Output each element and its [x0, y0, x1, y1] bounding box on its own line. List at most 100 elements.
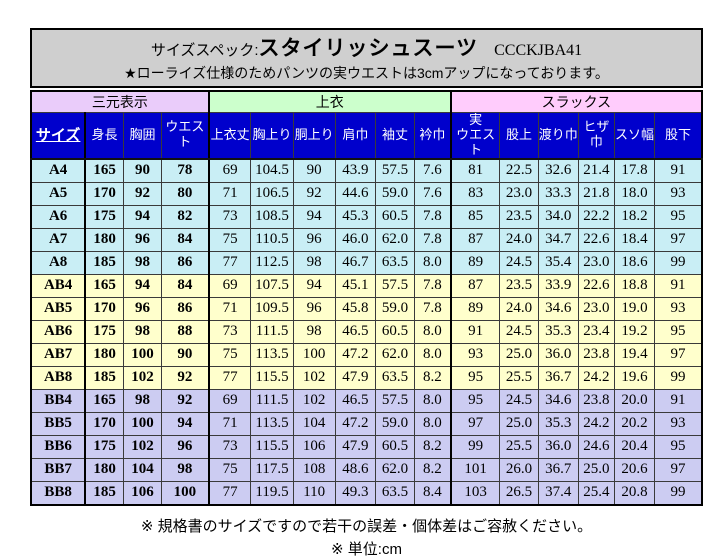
table-row: AB6 175 98 88 73 111.5 98 46.5 60.5 8.0 91 24.5 35.3…	[30, 319, 703, 344]
cell: 93	[654, 411, 703, 436]
cell: 104	[122, 457, 163, 482]
cell: 24.2	[577, 365, 615, 390]
product-name: スタイリッシュスーツ	[258, 37, 479, 60]
size-label: AB4	[30, 273, 87, 298]
cell: 18.6	[613, 250, 656, 275]
cell: 20.4	[613, 434, 656, 459]
cell: 102	[292, 365, 336, 390]
cell: 57.5	[374, 158, 416, 183]
cell: 92	[161, 365, 210, 390]
cell: 20.8	[613, 480, 656, 506]
cell: 115.5	[250, 365, 294, 390]
cell: 46.5	[334, 319, 376, 344]
cell: 111.5	[250, 319, 294, 344]
cell: 83	[450, 181, 501, 206]
cell: 88	[161, 319, 210, 344]
cell: 165	[84, 273, 124, 298]
cell: 23.5	[499, 273, 539, 298]
cell: 36.0	[537, 342, 579, 367]
cell: 185	[84, 365, 124, 390]
cell: 20.0	[613, 388, 656, 413]
cell: 89	[450, 296, 501, 321]
cell: 8.4	[414, 480, 452, 506]
cell: 102	[292, 388, 336, 413]
cell: 108	[292, 457, 336, 482]
cell: 87	[450, 273, 501, 298]
cell: 99	[654, 250, 703, 275]
title-note: ★ローライズ仕様のためパンツの実ウエストは3cmアップになっております。	[124, 65, 609, 81]
column-header: サイズ	[30, 111, 87, 160]
title-label: サイズスペック:	[150, 42, 259, 59]
cell: 99	[654, 365, 703, 390]
cell: 103	[450, 480, 501, 506]
column-header: 上衣丈	[208, 111, 252, 160]
size-label: BB6	[30, 434, 87, 459]
column-header: 胴上り	[292, 111, 336, 160]
cell: 73	[208, 204, 252, 229]
cell: 34.6	[537, 296, 579, 321]
cell: 93	[654, 181, 703, 206]
cell: 95	[654, 204, 703, 229]
cell: 35.3	[537, 411, 579, 436]
cell: 98	[122, 319, 163, 344]
cell: 19.2	[613, 319, 656, 344]
cell: 96	[122, 227, 163, 252]
cell: 106	[292, 434, 336, 459]
cell: 45.1	[334, 273, 376, 298]
size-label: A6	[30, 204, 87, 229]
table-row: A6 175 94 82 73 108.5 94 45.3 60.5 7.8 85 23.5 34.0 2…	[30, 204, 703, 229]
cell: 25.0	[577, 457, 615, 482]
cell: 92	[292, 181, 336, 206]
cell: 59.0	[374, 296, 416, 321]
cell: 90	[292, 158, 336, 183]
cell: 93	[450, 342, 501, 367]
cell: 90	[161, 342, 210, 367]
cell: 24.6	[577, 434, 615, 459]
cell: 23.0	[499, 181, 539, 206]
cell: 91	[654, 273, 703, 298]
cell: 22.6	[577, 273, 615, 298]
footer-unit: ※ 単位:cm	[331, 540, 402, 558]
cell: 97	[450, 411, 501, 436]
cell: 96	[292, 296, 336, 321]
group-header: スラックス	[450, 90, 703, 113]
cell: 36.7	[537, 457, 579, 482]
cell: 100	[292, 342, 336, 367]
cell: 185	[84, 250, 124, 275]
cell: 7.6	[414, 181, 452, 206]
cell: 7.6	[414, 158, 452, 183]
cell: 111.5	[250, 388, 294, 413]
cell: 47.9	[334, 365, 376, 390]
cell: 62.0	[374, 227, 416, 252]
cell: 98	[161, 457, 210, 482]
group-header: 上衣	[208, 90, 452, 113]
cell: 75	[208, 457, 252, 482]
cell: 46.7	[334, 250, 376, 275]
cell: 104	[292, 411, 336, 436]
cell: 48.6	[334, 457, 376, 482]
cell: 97	[654, 227, 703, 252]
cell: 101	[450, 457, 501, 482]
cell: 8.2	[414, 365, 452, 390]
cell: 92	[122, 181, 163, 206]
cell: 170	[84, 296, 124, 321]
cell: 8.0	[414, 250, 452, 275]
cell: 59.0	[374, 181, 416, 206]
cell: 47.2	[334, 411, 376, 436]
size-label: A5	[30, 181, 87, 206]
cell: 57.5	[374, 388, 416, 413]
cell: 97	[654, 342, 703, 367]
column-header: 股下	[654, 111, 703, 160]
cell: 96	[292, 227, 336, 252]
cell: 165	[84, 158, 124, 183]
cell: 93	[654, 296, 703, 321]
cell: 23.8	[577, 342, 615, 367]
table-row: BB4 165 98 92 69 111.5 102 46.5 57.5 8.0 95 24.5 34.…	[30, 388, 703, 413]
column-header: 身長	[84, 111, 124, 160]
cell: 18.4	[613, 227, 656, 252]
cell: 170	[84, 411, 124, 436]
cell: 8.0	[414, 342, 452, 367]
size-label: A8	[30, 250, 87, 275]
cell: 25.0	[499, 342, 539, 367]
cell: 19.4	[613, 342, 656, 367]
